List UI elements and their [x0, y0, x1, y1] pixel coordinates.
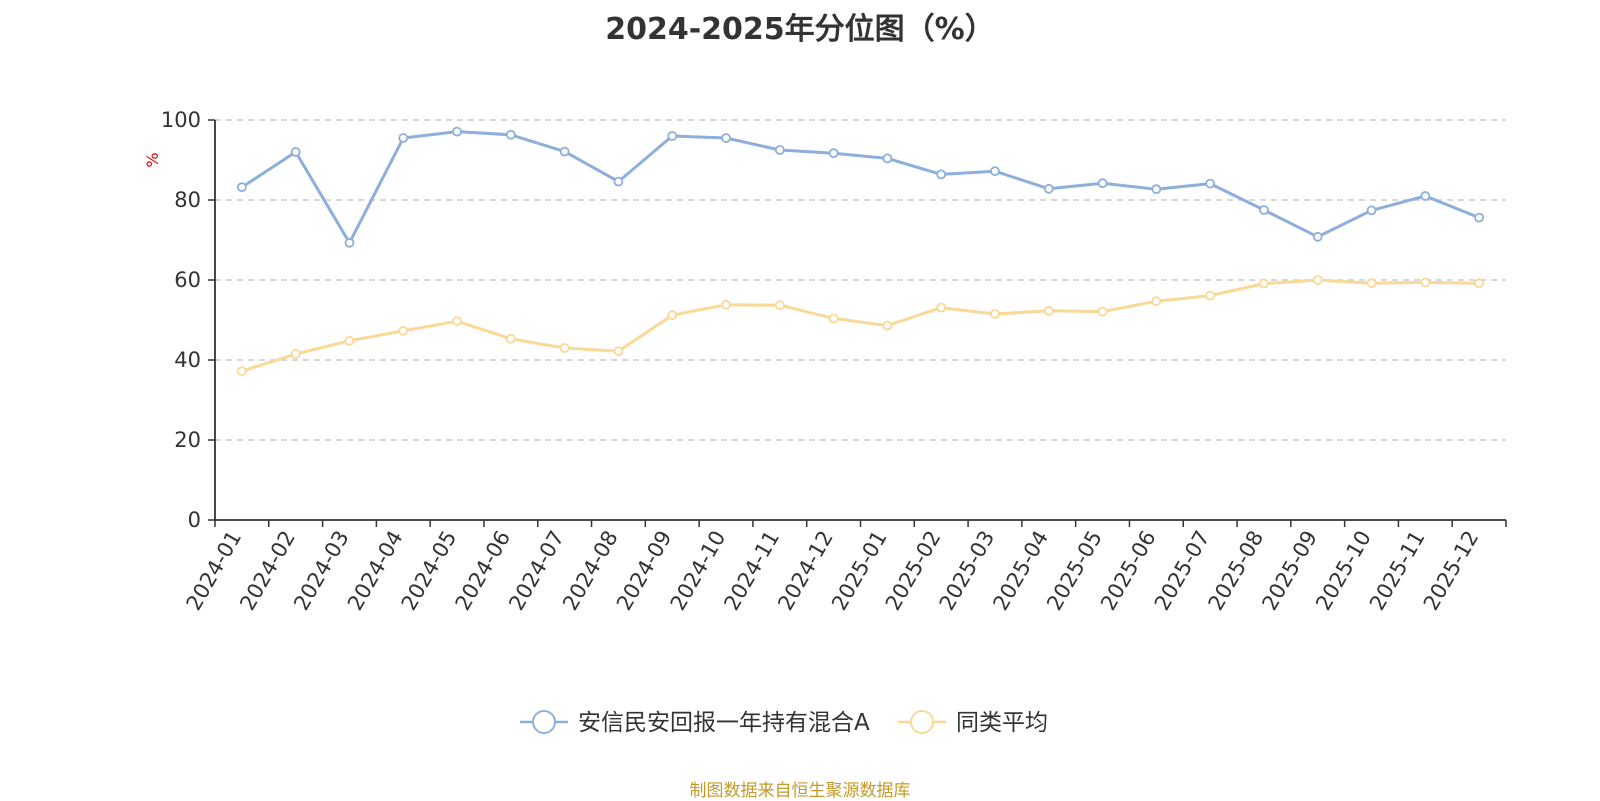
data-point[interactable] [1097, 178, 1108, 189]
data-point[interactable] [990, 309, 1000, 319]
data-point[interactable] [559, 343, 570, 353]
data-point[interactable] [667, 131, 678, 141]
data-point[interactable] [990, 166, 1000, 177]
legend-item-2[interactable]: 同类平均 [898, 710, 1048, 736]
source-note: 制图数据来自恒生聚源数据库 [689, 781, 911, 801]
data-point[interactable] [505, 129, 516, 140]
data-point[interactable] [236, 182, 247, 193]
legend-item-1[interactable]: 安信民安回报一年持有混合A [520, 710, 870, 736]
data-point[interactable] [1474, 212, 1485, 223]
data-point[interactable] [344, 237, 355, 248]
data-point[interactable] [936, 302, 947, 313]
data-point[interactable] [721, 299, 731, 310]
data-point[interactable] [452, 126, 462, 137]
legend-marker [910, 710, 934, 734]
data-point[interactable] [613, 346, 624, 357]
data-point[interactable] [1420, 277, 1431, 288]
axis-layer: 0204060801002024-012024-022024-032024-04… [161, 108, 1507, 614]
legend-marker [532, 710, 556, 734]
data-point[interactable] [828, 313, 839, 324]
data-point[interactable] [936, 169, 947, 180]
legend-label: 安信民安回报一年持有混合A [578, 710, 870, 736]
data-point[interactable] [1043, 183, 1054, 194]
y-tick-label: 20 [174, 428, 201, 452]
data-point[interactable] [1043, 305, 1054, 316]
data-point[interactable] [398, 325, 409, 336]
data-point[interactable] [1420, 191, 1431, 201]
data-point[interactable] [236, 366, 247, 377]
data-point[interactable] [1312, 231, 1323, 242]
legend[interactable]: 安信民安回报一年持有混合A 同类平均 [520, 710, 1048, 736]
series-layer [236, 126, 1485, 377]
y-tick-label: 40 [174, 348, 201, 372]
data-point[interactable] [1205, 290, 1216, 301]
data-point[interactable] [290, 147, 301, 157]
y-tick-label: 100 [161, 108, 201, 132]
data-point[interactable] [1474, 278, 1485, 289]
data-point[interactable] [1151, 184, 1162, 195]
data-point[interactable] [1259, 278, 1269, 289]
y-tick-label: 60 [174, 268, 201, 292]
data-point[interactable] [398, 133, 409, 143]
data-point[interactable] [452, 316, 462, 327]
data-point[interactable] [882, 153, 893, 164]
data-point[interactable] [774, 145, 785, 155]
data-point[interactable] [882, 320, 893, 331]
legend-label: 同类平均 [956, 710, 1048, 736]
data-point[interactable] [667, 310, 678, 321]
data-point[interactable] [1097, 306, 1108, 317]
data-point[interactable] [1205, 178, 1216, 189]
data-point[interactable] [828, 148, 839, 159]
data-point[interactable] [344, 335, 355, 346]
data-point[interactable] [505, 333, 516, 344]
data-point[interactable] [1312, 275, 1323, 285]
chart-title: 2024-2025年分位图（%） [605, 12, 995, 47]
data-point[interactable] [1151, 296, 1162, 307]
data-point[interactable] [1366, 205, 1377, 216]
data-point[interactable] [1366, 278, 1377, 289]
data-point[interactable] [721, 133, 731, 143]
data-point[interactable] [290, 349, 301, 359]
series-line-2 [241, 278, 1480, 373]
data-point[interactable] [1259, 205, 1269, 215]
y-tick-label: 0 [188, 508, 201, 532]
data-point[interactable] [559, 146, 570, 157]
data-point[interactable] [774, 300, 785, 311]
series-line-1 [241, 130, 1480, 245]
y-axis-label: % [143, 152, 162, 167]
data-point[interactable] [613, 176, 624, 187]
y-tick-label: 80 [174, 188, 201, 212]
